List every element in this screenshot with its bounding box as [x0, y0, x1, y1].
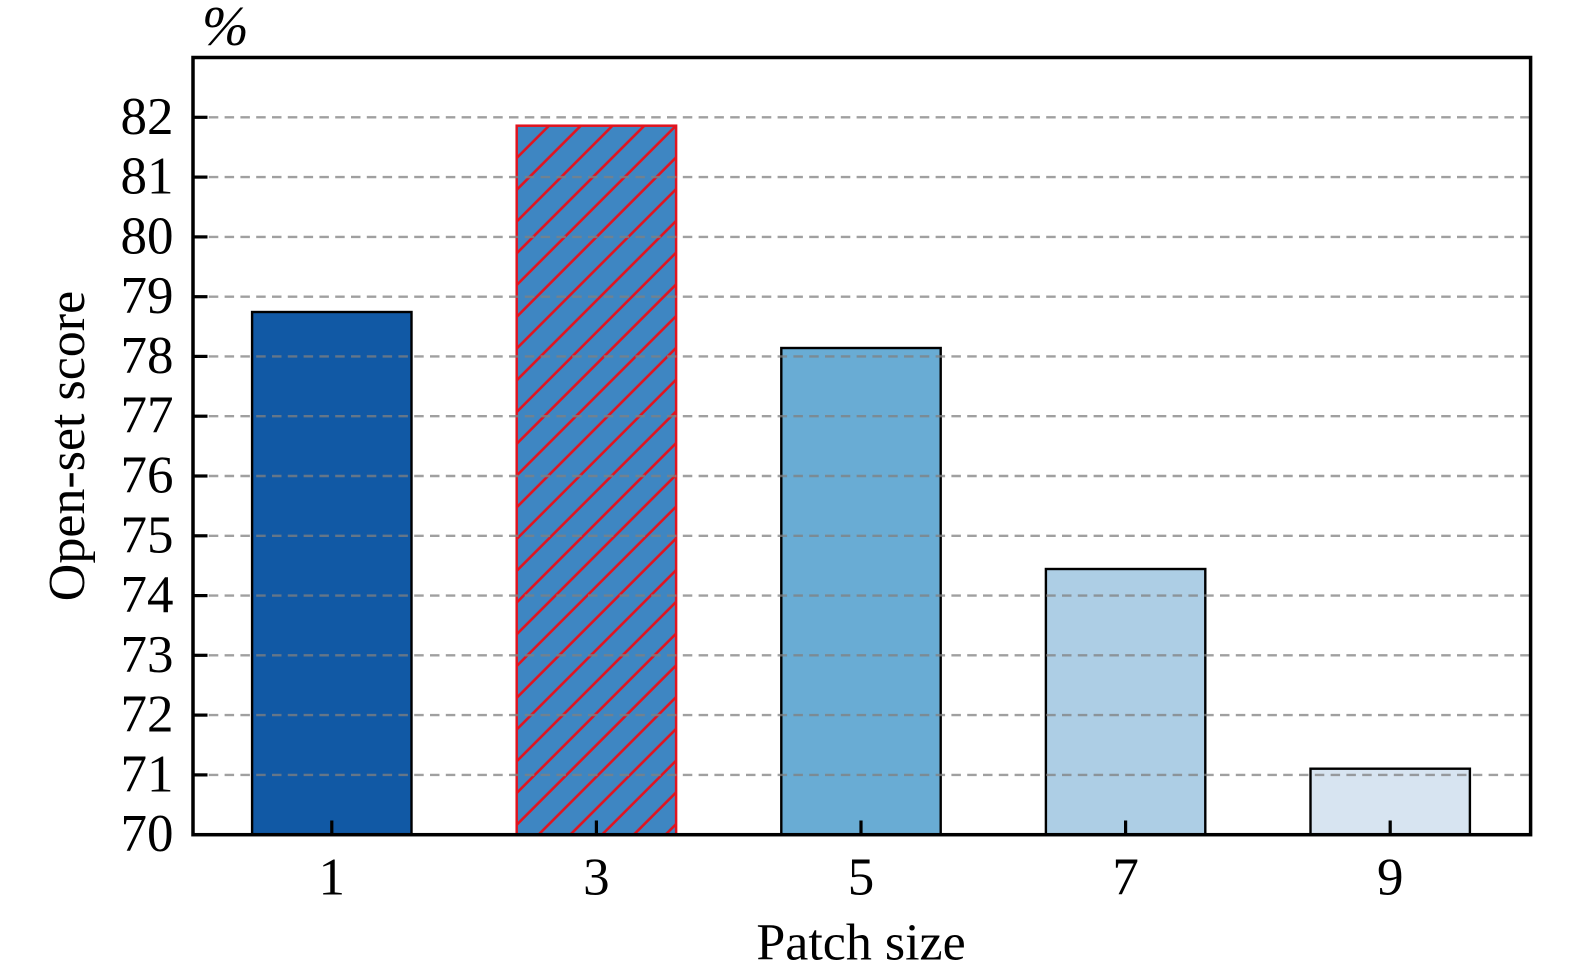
svg-text:73: 73: [121, 626, 174, 684]
svg-text:80: 80: [121, 207, 174, 265]
svg-text:77: 77: [121, 387, 174, 445]
svg-text:79: 79: [121, 267, 174, 325]
svg-text:72: 72: [121, 686, 174, 744]
svg-text:71: 71: [121, 745, 174, 803]
svg-text:81: 81: [121, 148, 174, 206]
svg-text:74: 74: [121, 566, 174, 624]
svg-text:9: 9: [1377, 849, 1404, 907]
svg-text:7: 7: [1112, 849, 1139, 907]
svg-text:3: 3: [583, 849, 610, 907]
svg-text:Patch size: Patch size: [756, 915, 965, 972]
svg-text:76: 76: [121, 447, 174, 505]
svg-text:70: 70: [121, 805, 174, 863]
svg-text:%: %: [202, 0, 249, 58]
svg-text:78: 78: [121, 327, 174, 385]
svg-text:82: 82: [121, 88, 174, 146]
svg-text:5: 5: [848, 849, 875, 907]
svg-text:1: 1: [319, 849, 346, 907]
svg-text:Open-set score: Open-set score: [39, 291, 96, 601]
svg-text:75: 75: [121, 506, 174, 564]
